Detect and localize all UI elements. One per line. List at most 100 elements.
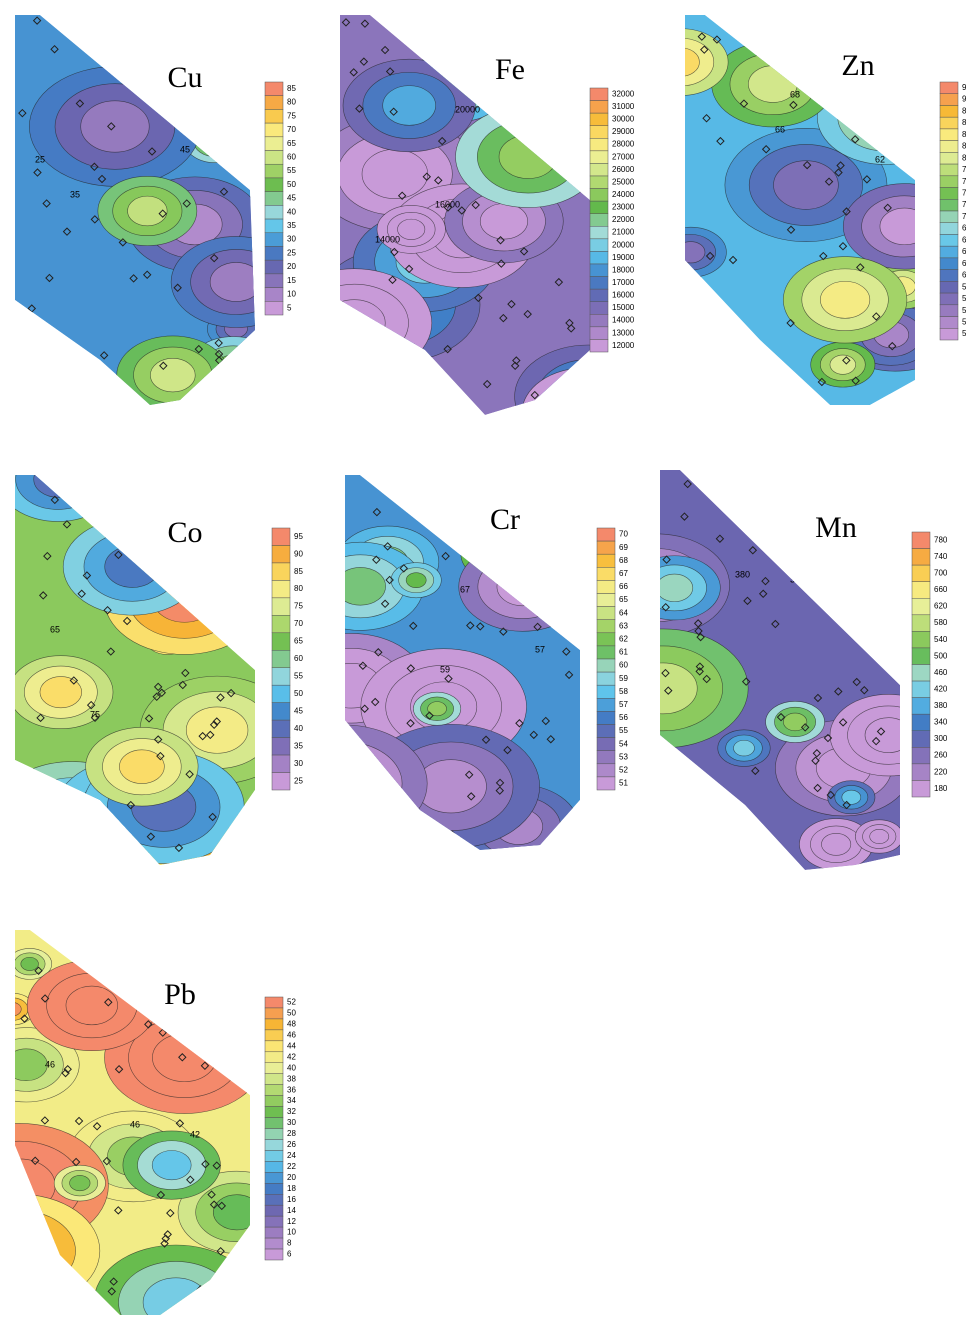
sample-point [443,344,452,354]
sample-point [20,1014,29,1023]
sample-point [90,713,100,722]
legend-swatch [264,232,284,247]
legend-label: 62 [619,634,628,643]
legend-label: 78 [962,165,966,174]
legend-swatch [271,719,291,738]
legend-swatch [939,116,959,130]
sample-point [118,238,128,247]
legend-swatch [911,548,931,566]
contour-label: 59 [440,664,450,674]
legend-swatch [596,776,616,791]
contour-zone [730,470,770,485]
legend-label: 32000 [612,89,635,98]
legend-swatch [911,730,931,748]
sample-point [661,668,670,678]
legend-swatch [596,580,616,594]
contour-zone [477,554,568,619]
legend-label: 30 [287,235,296,244]
legend-label: 75 [294,602,303,611]
contour-zone [726,470,782,504]
sample-point [870,87,879,96]
legend-label: 44 [287,1041,296,1050]
sample-point [716,136,725,146]
legend-swatch [939,304,959,317]
sample-point [706,483,715,492]
legend-label: 10 [287,1228,296,1237]
sample-point [216,29,226,39]
contour-zone [345,780,359,799]
sample-point [208,949,218,959]
sample-point [239,489,249,499]
legend-swatch [911,581,931,599]
sample-point [212,1161,221,1170]
legend-label: 26000 [612,165,635,174]
sample-point [45,273,54,283]
contour-zone [209,262,255,302]
sample-point [395,371,405,381]
sample-point [33,168,42,177]
legend-label: 57 [619,700,628,709]
contour-zone [864,717,900,753]
sample-point [444,674,453,683]
sample-point [702,674,711,684]
sample-point [388,275,397,285]
contour-zone [555,487,580,508]
sample-point [848,619,857,629]
sample-point [104,998,113,1007]
legend-label: 13000 [612,328,635,337]
legend-label: 80 [962,153,966,162]
contour-zone [660,662,698,715]
sample-point [712,35,722,44]
contour-zone [15,353,39,395]
sample-point [209,1200,219,1209]
sample-point [680,512,689,521]
sample-point [385,575,394,585]
sample-point [751,766,760,776]
legend-swatch [939,199,959,212]
map-panel: 55 65 75 Co 95 90 85 80 75 70 65 60 55 50 45 40 35 30 25 [15,475,303,865]
sample-point [114,484,124,493]
contour-zone [535,475,580,521]
sample-point [187,119,196,128]
sample-point [99,351,109,360]
legend-label: 20000 [612,240,635,249]
legend-swatch [264,1117,284,1129]
sample-point [20,353,29,362]
sample-point [77,589,86,599]
sample-point [36,713,45,723]
legend-swatch [596,632,616,647]
legend-swatch [911,697,931,715]
legend-label: 54 [962,306,966,315]
sample-point [69,676,79,685]
legend-label: 60 [294,654,303,663]
legend-swatch [911,763,931,781]
legend-swatch [589,125,609,139]
sample-point [32,16,42,25]
legend-swatch [271,754,291,773]
sample-point [84,486,94,495]
legend-label: 35 [294,741,303,750]
sample-point [550,835,559,844]
sample-point [686,329,695,338]
sample-point [700,45,709,54]
sample-point [359,57,369,66]
contour-zone [198,930,250,959]
sample-point [523,309,532,319]
contour-zone [857,96,913,138]
sample-point [879,529,888,539]
sample-point [857,20,866,29]
sample-point [397,191,407,200]
legend-swatch [264,1018,284,1031]
legend-label: 65 [287,139,296,148]
legend-swatch [911,531,931,549]
sample-point [564,670,574,680]
legend-swatch [596,619,616,634]
sample-point [744,482,754,491]
contour-zone [345,758,378,809]
legend-label: 59 [619,674,628,683]
sample-point [448,476,457,485]
legend-label: 10 [287,290,296,299]
legend-swatch [939,269,959,282]
contour-label: 46 [130,1119,140,1129]
